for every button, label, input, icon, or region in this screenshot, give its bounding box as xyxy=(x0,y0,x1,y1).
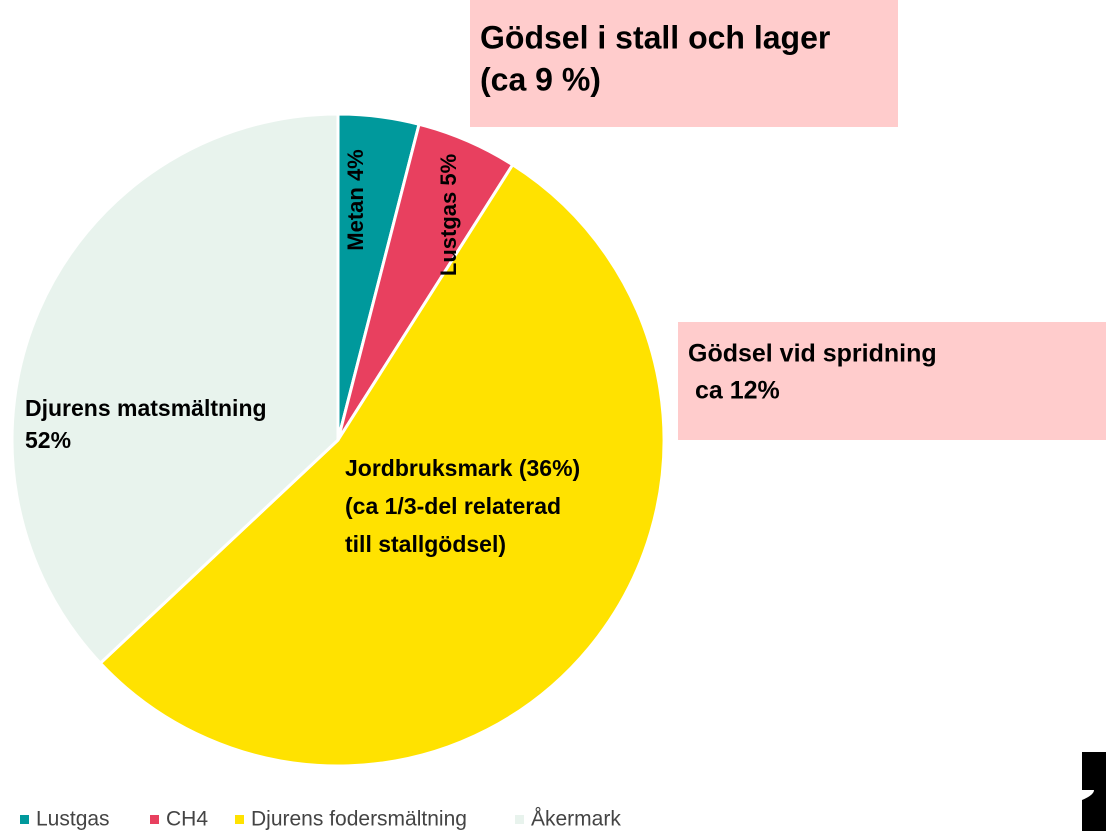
legend-label: Lustgas xyxy=(36,808,110,831)
annotation: Djurens matsmältning xyxy=(25,395,267,421)
legend-swatch xyxy=(20,815,29,824)
annotation: Lustgas 5% xyxy=(436,154,461,276)
legend-swatch xyxy=(235,815,244,824)
annotation: Jordbruksmark (36%) xyxy=(345,455,580,481)
pie-slice xyxy=(98,162,666,768)
pie-slice xyxy=(10,112,340,666)
legend-label: CH4 xyxy=(166,808,208,831)
annotation: Metan 4% xyxy=(343,149,368,250)
legend-label: Åkermark xyxy=(531,808,621,831)
annotation: 52% xyxy=(25,427,71,453)
annotation-box xyxy=(470,0,898,127)
legend-label: Djurens fodersmältning xyxy=(251,808,467,831)
annotation: (ca 1/3-del relaterad xyxy=(345,493,561,519)
annotation: Gödsel vid spridning xyxy=(688,340,937,368)
legend-swatch xyxy=(150,815,159,824)
legend-swatch xyxy=(515,815,524,824)
annotation-box xyxy=(678,322,1106,440)
annotation: (ca 9 %) xyxy=(480,61,601,97)
annotation: till stallgödsel) xyxy=(345,531,506,557)
annotation: Gödsel i stall och lager xyxy=(480,19,830,55)
logo-fragment xyxy=(1082,752,1106,831)
annotation: ca 12% xyxy=(688,377,780,405)
